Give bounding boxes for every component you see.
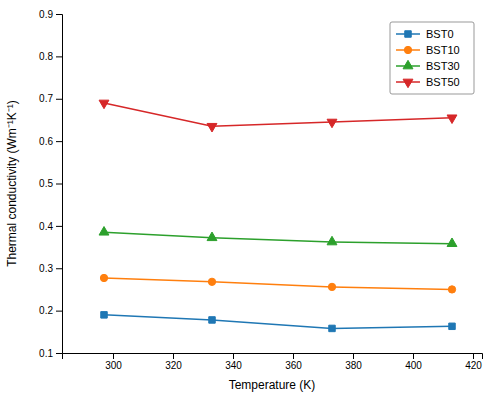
legend-marker (403, 79, 413, 88)
legend-marker (405, 31, 411, 37)
series-line (104, 278, 452, 289)
legend-item: BST10 (396, 44, 460, 56)
tick-label: 340 (225, 360, 242, 371)
tick-mark (56, 226, 62, 227)
axis-domain (56, 15, 63, 354)
legend-box (390, 22, 474, 94)
point-marker (447, 115, 457, 124)
y-axis-title: Thermal conductivity (Wm⁻¹K⁻¹) (5, 100, 19, 267)
x-axis: 300 320 340 360 380 400 420 (63, 353, 483, 371)
y-axis: 0.1 0.2 0.3 0.4 0.5 0.6 0.7 0.8 0.9 (39, 9, 62, 359)
tick-mark (56, 14, 62, 15)
point-marker (99, 227, 109, 236)
legend-label: BST0 (426, 28, 454, 40)
tick-label: 0.9 (39, 9, 53, 20)
series-line (104, 315, 452, 329)
legend-label: BST10 (426, 44, 460, 56)
legend-item: BST50 (396, 76, 460, 88)
tick-mark (56, 99, 62, 100)
legend: BST0 BST10 BST30 BST50 (390, 22, 474, 94)
tick-mark (173, 353, 174, 359)
tick-mark (56, 268, 62, 269)
point-marker (207, 232, 217, 241)
tick: 0.9 (39, 9, 62, 20)
tick-label: 0.7 (39, 93, 53, 104)
point-marker (100, 274, 107, 281)
tick-label: 0.5 (39, 178, 53, 189)
tick: 380 (345, 353, 362, 371)
legend-item: BST30 (396, 60, 460, 72)
tick-mark (56, 56, 62, 57)
point-marker (448, 286, 455, 293)
series-line (104, 103, 452, 126)
plot-area (99, 100, 457, 332)
tick: 0.6 (39, 136, 62, 147)
chart-svg: 3003203403603804004200.10.20.30.40.50.60… (0, 0, 500, 399)
tick: 0.5 (39, 178, 62, 189)
tick-label: 0.8 (39, 51, 53, 62)
tick-label: 400 (405, 360, 422, 371)
point-marker (208, 278, 215, 285)
tick-mark (293, 353, 294, 359)
point-marker (328, 283, 335, 290)
point-marker (207, 123, 217, 132)
tick: 0.8 (39, 51, 62, 62)
point-marker (99, 100, 109, 109)
tick-label: 0.4 (39, 221, 53, 232)
tick: 0.1 (39, 348, 62, 359)
point-marker (209, 317, 215, 323)
tick: 340 (225, 353, 242, 371)
tick-mark (113, 353, 114, 359)
point-marker (101, 312, 107, 318)
tick: 0.4 (39, 221, 62, 232)
tick-label: 0.1 (39, 348, 53, 359)
tick: 400 (405, 353, 422, 371)
tick-label: 360 (285, 360, 302, 371)
tick-label: 0.6 (39, 136, 53, 147)
legend-label: BST50 (426, 76, 460, 88)
tick: 0.7 (39, 93, 62, 104)
tick-mark (56, 353, 62, 354)
chart-container: 3003203403603804004200.10.20.30.40.50.60… (0, 0, 500, 399)
tick: 0.3 (39, 263, 62, 274)
tick-mark (353, 353, 354, 359)
tick-mark (413, 353, 414, 359)
legend-marker (404, 46, 411, 53)
tick: 0.2 (39, 305, 62, 316)
axis-domain (63, 354, 483, 360)
point-marker (449, 323, 455, 329)
tick-mark (56, 311, 62, 312)
point-marker (327, 119, 337, 128)
tick-label: 0.2 (39, 305, 53, 316)
point-marker (447, 238, 457, 247)
tick: 360 (285, 353, 302, 371)
point-marker (327, 236, 337, 245)
legend-label: BST30 (426, 60, 460, 72)
tick-label: 0.3 (39, 263, 53, 274)
tick: 320 (165, 353, 182, 371)
tick: 420 (465, 353, 482, 371)
point-marker (329, 325, 335, 331)
tick-label: 380 (345, 360, 362, 371)
tick-label: 420 (465, 360, 482, 371)
legend-marker (403, 60, 413, 69)
tick: 300 (105, 353, 122, 371)
x-axis-title: Temperature (K) (229, 378, 316, 392)
series-line (104, 232, 452, 243)
legend-item: BST0 (396, 28, 454, 40)
tick-mark (473, 353, 474, 359)
tick-label: 320 (165, 360, 182, 371)
tick-mark (233, 353, 234, 359)
tick-mark (56, 141, 62, 142)
tick-label: 300 (105, 360, 122, 371)
tick-mark (56, 184, 62, 185)
